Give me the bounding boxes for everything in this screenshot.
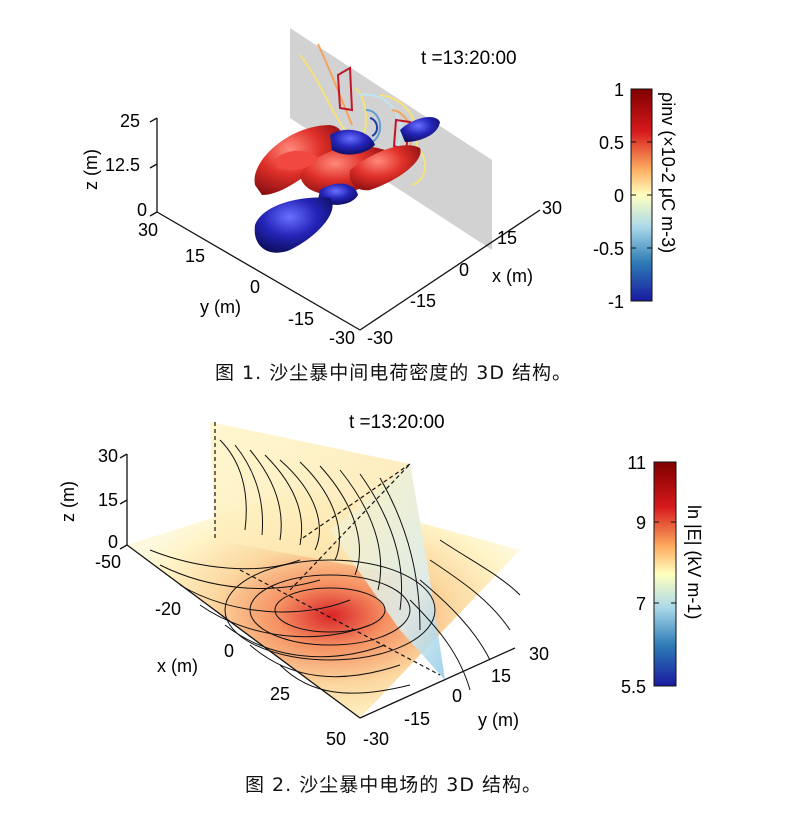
axes-lines-2 bbox=[119, 453, 516, 719]
x2-tick-neg20: -20 bbox=[155, 599, 181, 619]
cb2-tick-7: 7 bbox=[636, 594, 646, 614]
cb2-tick-11: 11 bbox=[627, 453, 646, 473]
colorbar-1-ticks bbox=[631, 141, 652, 249]
x-tick-neg15: -15 bbox=[410, 291, 436, 311]
field-streamlines bbox=[149, 439, 521, 694]
x-tick-15: 15 bbox=[497, 228, 517, 248]
y2-axis-label: y (m) bbox=[478, 710, 519, 730]
time-label-2: t =13:20:00 bbox=[349, 412, 445, 433]
colorbar-2-title: ln |E| (kV m-1) bbox=[684, 505, 704, 619]
z2-axis-label: z (m) bbox=[58, 481, 78, 522]
y-tick-30: 30 bbox=[138, 220, 158, 240]
figure-1-caption: 图 1. 沙尘暴中间电荷密度的 3D 结构。 bbox=[214, 362, 572, 384]
y-axis-label: y (m) bbox=[200, 297, 241, 317]
z2-tick-30: 30 bbox=[98, 446, 118, 466]
x2-tick-0: 0 bbox=[224, 641, 234, 661]
x-tick-30: 30 bbox=[542, 198, 562, 218]
cb1-tick-1: 1 bbox=[614, 80, 624, 100]
y-tick-15: 15 bbox=[185, 246, 205, 266]
figure-1-plot: t =13:20:00 25 12.5 0 z (m) 30 15 0 -15 … bbox=[81, 28, 678, 348]
x-axis-label: x (m) bbox=[492, 266, 533, 286]
z-tick-top: 25 bbox=[120, 111, 140, 131]
z-tick-bottom: 0 bbox=[137, 200, 147, 220]
x2-tick-25: 25 bbox=[270, 684, 290, 704]
x-tick-0: 0 bbox=[459, 260, 469, 280]
cb1-tick-neg0.5: -0.5 bbox=[593, 239, 624, 259]
slice-edges bbox=[214, 422, 441, 676]
figure-2-caption: 图 2. 沙尘暴中电场的 3D 结构。 bbox=[244, 774, 542, 796]
z-tick-mid: 12.5 bbox=[105, 155, 140, 175]
colorbar-2 bbox=[653, 461, 677, 687]
figure-2-plot: t =13:20:00 30 15 0 z (m) -50 -20 0 25 5… bbox=[58, 412, 704, 749]
colorbar-2-ticks bbox=[654, 521, 676, 604]
cb2-tick-9: 9 bbox=[636, 513, 646, 533]
figure-1: t =13:20:00 25 12.5 0 z (m) 30 15 0 -15 … bbox=[0, 0, 787, 400]
charge-isosurfaces bbox=[254, 116, 440, 253]
cb1-tick-neg1: -1 bbox=[608, 292, 624, 312]
y2-tick-neg15: -15 bbox=[404, 709, 430, 729]
y-tick-0: 0 bbox=[250, 277, 260, 297]
y2-tick-0: 0 bbox=[452, 686, 462, 706]
cb1-tick-0.5: 0.5 bbox=[599, 133, 624, 153]
x2-tick-50: 50 bbox=[326, 729, 346, 749]
cb1-tick-0: 0 bbox=[614, 186, 624, 206]
vertical-slice-plane bbox=[290, 28, 492, 250]
z2-tick-0: 0 bbox=[108, 532, 118, 552]
figure-2: t =13:20:00 30 15 0 z (m) -50 -20 0 25 5… bbox=[0, 400, 787, 814]
x2-tick-neg50: -50 bbox=[95, 552, 121, 572]
z2-tick-15: 15 bbox=[98, 490, 118, 510]
axes-lines-1 bbox=[149, 117, 541, 331]
cb2-tick-5.5: 5.5 bbox=[621, 677, 646, 697]
x-tick-neg30: -30 bbox=[367, 328, 393, 348]
y2-tick-neg30: -30 bbox=[363, 729, 389, 749]
y-tick-neg30: -30 bbox=[329, 328, 355, 348]
time-label: t =13:20:00 bbox=[421, 48, 517, 69]
x2-axis-label: x (m) bbox=[157, 656, 198, 676]
colorbar-1-title: ρinv (×10-2 μC m-3) bbox=[658, 92, 678, 253]
y-tick-neg15: -15 bbox=[288, 309, 314, 329]
y2-tick-15: 15 bbox=[491, 666, 511, 686]
y2-tick-30: 30 bbox=[529, 644, 549, 664]
z-axis-label: z (m) bbox=[81, 149, 101, 190]
